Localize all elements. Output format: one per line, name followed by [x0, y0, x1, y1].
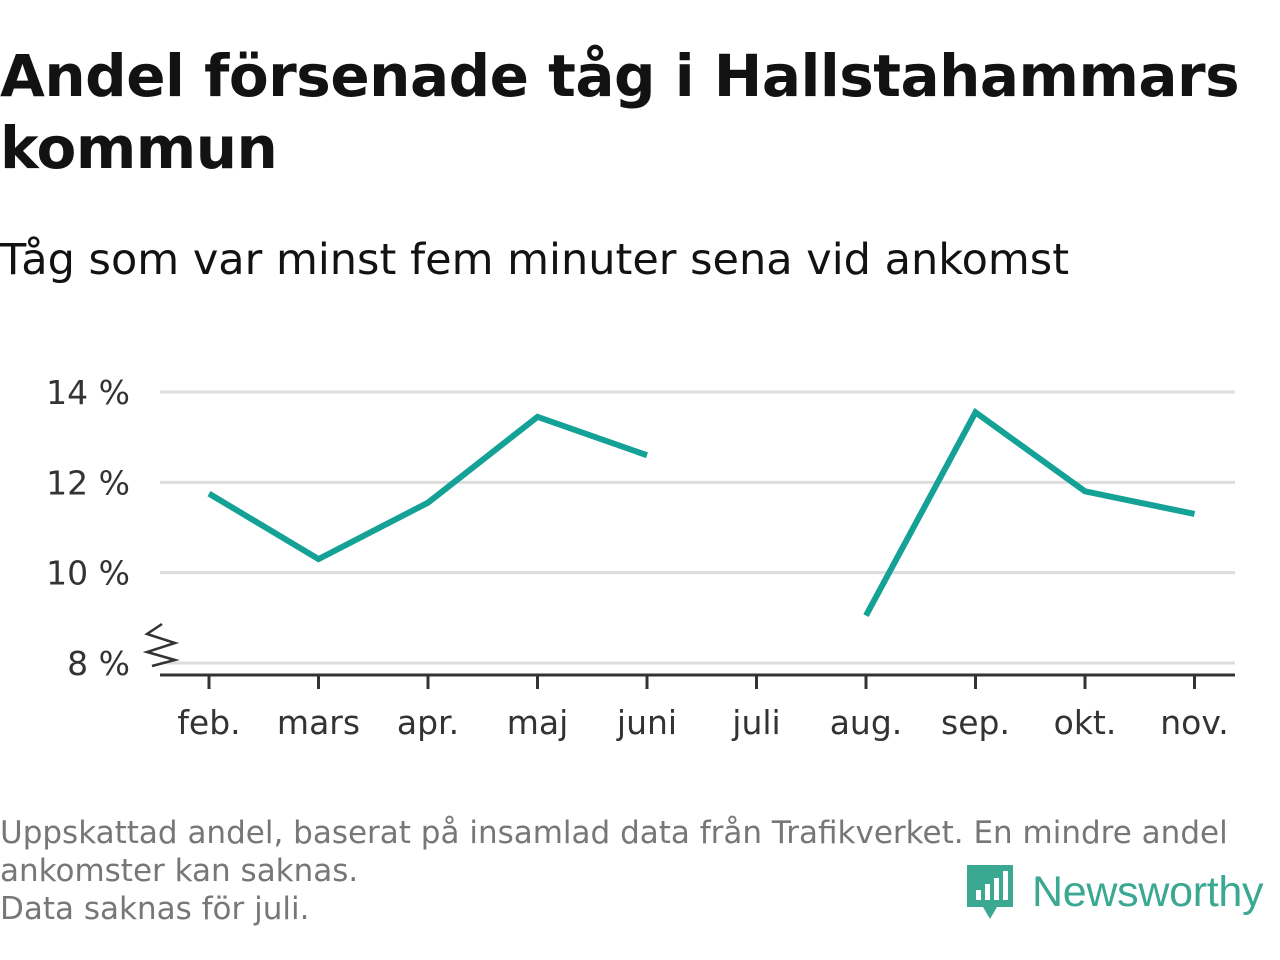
- grid-lines: [160, 390, 1235, 665]
- series-line-segment: [207, 413, 648, 563]
- series-line-segment: [863, 407, 1196, 617]
- footnote-line: ankomster kan saknas.: [0, 853, 359, 889]
- series-lines: [207, 407, 1196, 617]
- x-tick-label: sep.: [941, 703, 1010, 742]
- brand-name: Newsworthy: [1032, 868, 1264, 916]
- y-tick-label: 10 %: [46, 554, 130, 593]
- footnote: Uppskattad andel, baserat på insamlad da…: [0, 814, 1270, 928]
- line-chart: 8 % 10 % 12 % 14 % feb. mars apr. maj juni juli a…: [46, 373, 1235, 742]
- y-tick-label: 8 %: [67, 644, 130, 683]
- x-tick-label: okt.: [1054, 703, 1117, 742]
- x-tick-label: juli: [731, 703, 780, 742]
- footnote-line: Uppskattad andel, baserat på insamlad da…: [0, 815, 1228, 851]
- x-tick-label: nov.: [1160, 703, 1229, 742]
- x-tick-label: mars: [277, 703, 360, 742]
- brand-logo: Newsworthy: [964, 862, 1263, 922]
- y-axis-ticks: 8 % 10 % 12 % 14 %: [46, 373, 130, 683]
- newsworthy-logo-icon: [967, 865, 1013, 919]
- chart-subtitle: Tåg som var minst fem minuter sena vid a…: [0, 235, 1070, 285]
- x-tick-label: feb.: [177, 703, 240, 742]
- axis-break-marker: [142, 622, 180, 668]
- y-tick-label: 12 %: [46, 463, 130, 502]
- x-axis-ticks: feb. mars apr. maj juni juli aug. sep. okt. nov.: [177, 675, 1229, 742]
- x-tick-label: apr.: [397, 703, 459, 742]
- x-tick-label: maj: [507, 703, 569, 742]
- footnote-line: Data saknas för juli.: [0, 891, 310, 927]
- x-axis: [142, 622, 1235, 677]
- x-tick-label: aug.: [830, 703, 903, 742]
- y-tick-label: 14 %: [46, 373, 130, 412]
- chart-title: Andel försenade tåg i Hallstahammars kom…: [0, 42, 1240, 182]
- x-tick-label: juni: [616, 703, 677, 742]
